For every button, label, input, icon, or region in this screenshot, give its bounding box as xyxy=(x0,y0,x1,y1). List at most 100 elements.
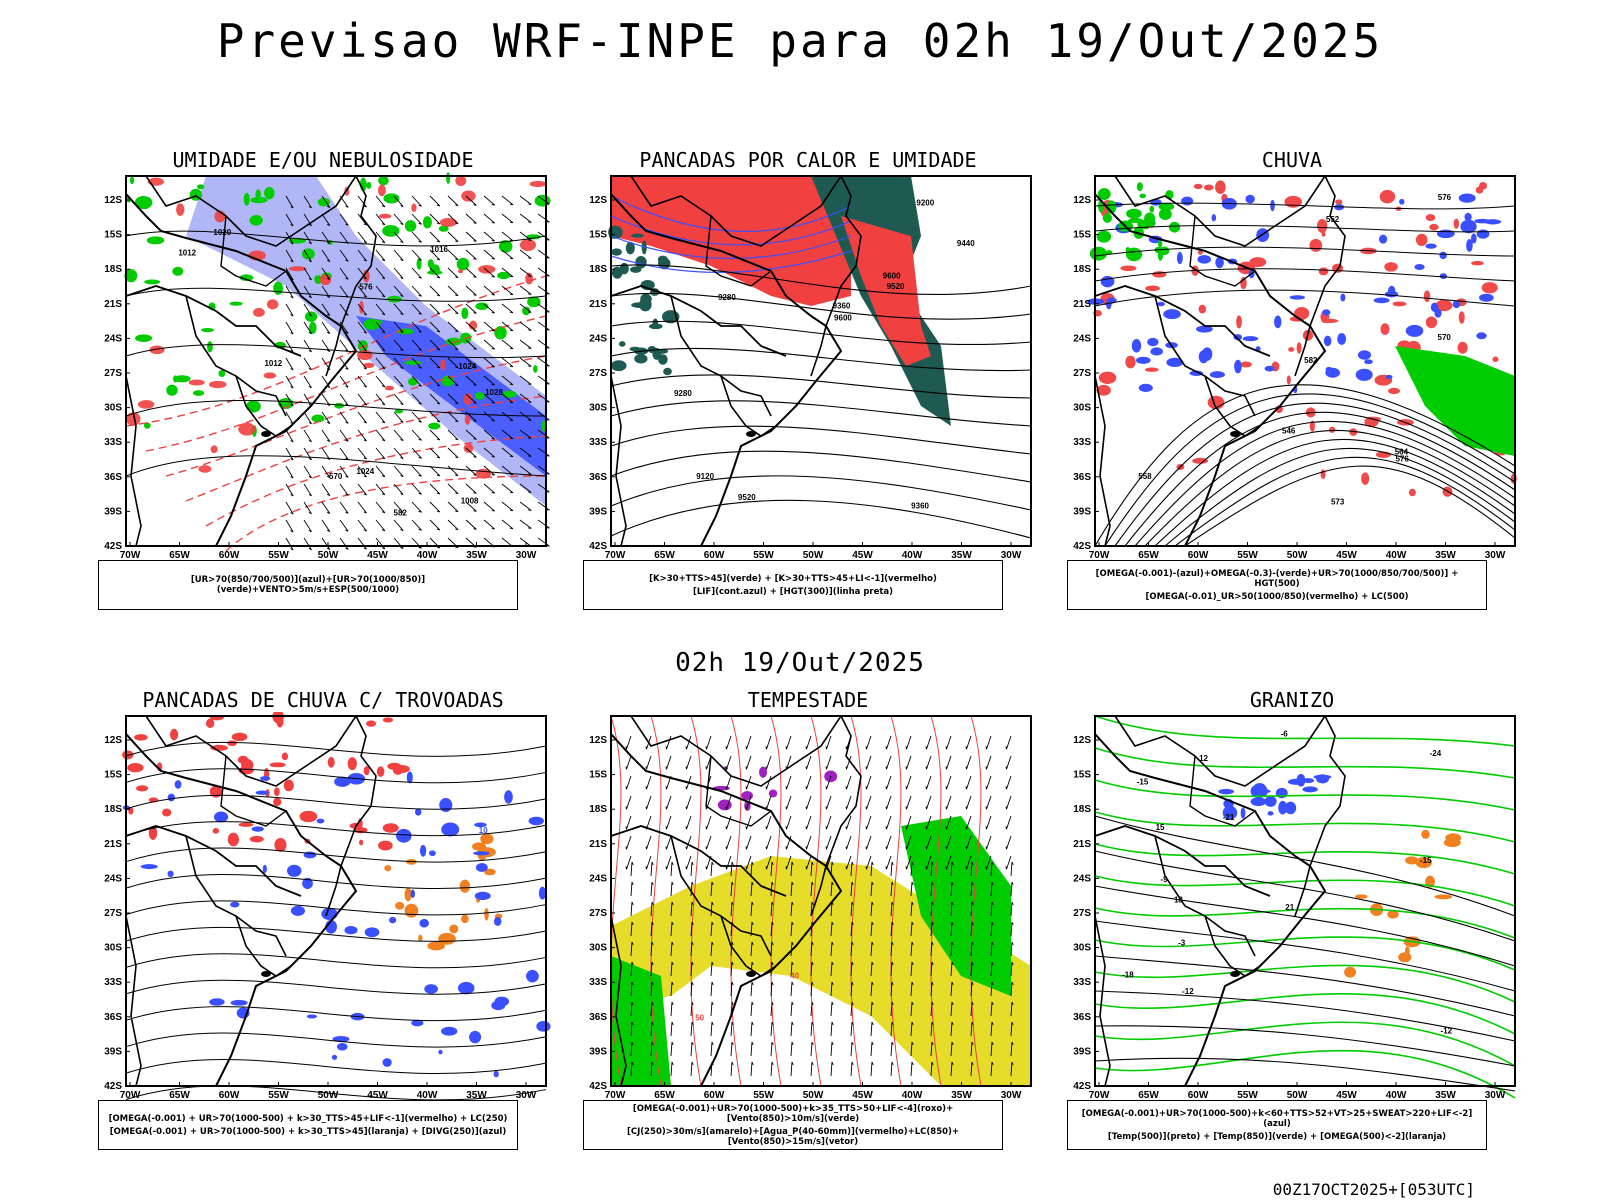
wind-vector xyxy=(886,775,892,790)
wind-vector xyxy=(631,981,634,985)
wind-vector xyxy=(651,981,654,985)
wind-vector xyxy=(303,501,312,515)
lon-label: 60W xyxy=(219,550,240,561)
wind-vector xyxy=(308,529,312,533)
wind-vector xyxy=(910,1022,913,1037)
wind-vector xyxy=(965,746,967,750)
wind-vector xyxy=(447,447,459,459)
precip-patch xyxy=(1476,229,1490,239)
legend-line: [OMEGA(-0.001)-(azul)+OMEGA(-0.3)-(verde… xyxy=(1095,568,1459,589)
wind-vector xyxy=(971,1001,974,1005)
border-line xyxy=(235,915,292,977)
wind-vector xyxy=(951,961,954,965)
wind-vector xyxy=(630,902,633,917)
lat-label: 36S xyxy=(589,1012,607,1023)
wind-vector xyxy=(285,429,294,443)
precip-patch xyxy=(1286,375,1291,385)
wind-vector xyxy=(811,961,814,965)
wind-vector xyxy=(966,815,972,830)
lon-label: 70W xyxy=(1089,1090,1110,1101)
wind-vector xyxy=(375,519,386,532)
wind-vector xyxy=(691,961,694,965)
wind-vector xyxy=(710,942,713,957)
wind-vector xyxy=(519,195,532,205)
wind-vector xyxy=(491,204,495,206)
wind-vector xyxy=(990,922,993,937)
wind-vector xyxy=(345,511,349,514)
wind-vector xyxy=(870,1042,873,1057)
precip-patch xyxy=(243,192,250,206)
precip-patch xyxy=(1264,795,1277,807)
precip-patch xyxy=(1452,300,1461,309)
wind-vector xyxy=(339,519,349,532)
lon-label: 65W xyxy=(1138,550,1159,561)
wind-vector xyxy=(393,249,404,261)
wind-vector xyxy=(631,1061,634,1065)
wind-vector xyxy=(790,1002,793,1017)
wind-vector xyxy=(905,866,907,870)
precip-patch xyxy=(472,851,490,856)
wind-vector xyxy=(1010,942,1013,957)
contour-label: 40 xyxy=(790,972,799,981)
wind-vector xyxy=(400,295,404,297)
wind-vector xyxy=(946,735,952,750)
precip-patch xyxy=(311,414,325,423)
precip-patch xyxy=(438,225,449,232)
wind-vector xyxy=(846,855,852,870)
wind-vector xyxy=(501,519,514,530)
wind-vector xyxy=(730,1022,733,1037)
wind-vector xyxy=(345,349,349,352)
lat-label: 12S xyxy=(589,735,607,746)
wind-vector xyxy=(805,766,807,770)
wind-vector xyxy=(705,826,707,830)
wind-vector xyxy=(303,267,312,281)
precip-patch xyxy=(1302,778,1315,784)
wind-vector xyxy=(339,213,349,226)
wind-vector xyxy=(537,537,550,547)
contour-label: 9520 xyxy=(887,282,905,291)
wind-vector xyxy=(670,922,673,937)
wind-vector xyxy=(730,982,733,997)
lat-label: 36S xyxy=(104,1012,122,1023)
precip-patch xyxy=(1148,217,1155,228)
precip-patch xyxy=(334,402,345,409)
wind-vector xyxy=(436,204,440,207)
precip-patch xyxy=(657,255,668,264)
wind-vector xyxy=(537,465,550,475)
wind-vector xyxy=(985,786,987,790)
wind-vector xyxy=(303,537,312,551)
border-line xyxy=(220,215,287,287)
wind-vector xyxy=(926,855,932,870)
wind-vector xyxy=(491,456,495,458)
contour-label: 558 xyxy=(1138,472,1152,481)
wind-vector xyxy=(931,901,934,905)
precip-patch xyxy=(404,887,412,902)
contour-label: -21 xyxy=(1223,813,1235,822)
wind-vector xyxy=(745,766,747,770)
precip-patch xyxy=(1252,789,1271,794)
wind-vector xyxy=(931,1061,934,1065)
lat-label: 30S xyxy=(1073,943,1091,954)
wind-vector xyxy=(890,1042,893,1057)
wind-vector xyxy=(308,349,312,353)
wind-vector xyxy=(866,815,872,830)
wind-vector xyxy=(886,835,892,850)
wind-vector xyxy=(381,475,386,478)
legend-box: [K>30+TTS>45](verde) + [K>30+TTS>45+LI<-… xyxy=(583,560,1003,610)
wind-vector xyxy=(509,293,514,296)
precip-patch xyxy=(255,790,269,795)
wind-vector xyxy=(931,981,934,985)
wind-vector xyxy=(825,826,827,830)
wind-vector xyxy=(810,1002,813,1017)
wind-vector xyxy=(537,501,550,511)
precip-patch xyxy=(174,780,182,789)
wind-vector xyxy=(871,941,874,945)
wind-vector xyxy=(650,982,653,997)
wind-vector xyxy=(473,294,477,296)
wind-vector xyxy=(910,922,913,937)
wind-vector xyxy=(400,529,404,531)
wind-vector xyxy=(665,806,667,810)
precip-patch xyxy=(422,216,432,229)
lat-label: 42S xyxy=(589,541,607,552)
wind-vector xyxy=(751,1021,754,1025)
